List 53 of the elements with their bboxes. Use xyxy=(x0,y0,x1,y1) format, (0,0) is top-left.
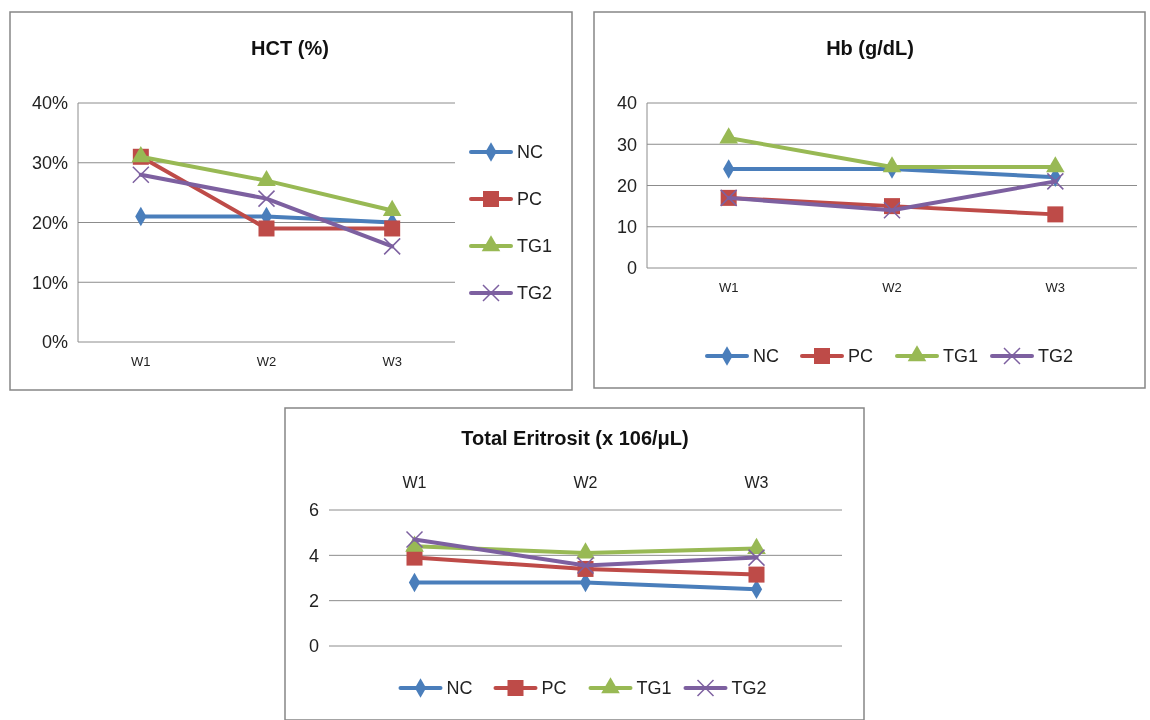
chart-title: Hb (g/dL) xyxy=(826,37,914,59)
legend-label: NC xyxy=(446,678,473,699)
legend-label: TG1 xyxy=(517,236,553,257)
point xyxy=(405,530,424,549)
legend-label: TG1 xyxy=(636,678,672,699)
point xyxy=(1046,156,1065,173)
legend-label: TG2 xyxy=(517,283,553,304)
x-tick-label: W2 xyxy=(256,354,277,369)
y-tick-label: 0% xyxy=(41,332,68,353)
point xyxy=(883,201,901,219)
y-tick-label: 0 xyxy=(626,258,637,279)
y-tick-label: 2 xyxy=(308,590,319,611)
legend-label: TG2 xyxy=(731,678,767,699)
x-tick-label: W1 xyxy=(131,354,151,369)
y-tick-label: 40 xyxy=(616,93,637,114)
x-tick-label: W1 xyxy=(718,280,739,295)
chart-title: Total Eritrosit (x 106/μL) xyxy=(461,427,689,449)
legend-label: NC xyxy=(753,346,779,367)
x-tick-label: W3 xyxy=(744,474,769,491)
legend-label: PC xyxy=(848,346,874,367)
y-tick-label: 10 xyxy=(616,217,637,238)
x-tick-label: W1 xyxy=(402,474,427,491)
point xyxy=(383,237,401,256)
legend-label: NC xyxy=(517,142,543,163)
point xyxy=(882,156,902,173)
y-tick-label: 30 xyxy=(616,134,637,155)
point xyxy=(747,548,766,567)
x-tick-label: W2 xyxy=(882,280,902,295)
point xyxy=(719,127,738,144)
point xyxy=(257,189,276,208)
x-tick-label: W3 xyxy=(382,354,402,369)
point xyxy=(1047,206,1064,223)
y-tick-label: 40% xyxy=(31,93,68,114)
legend-label: PC xyxy=(517,189,543,210)
y-tick-label: 0 xyxy=(308,636,319,657)
point xyxy=(1046,172,1065,191)
chart-title: HCT (%) xyxy=(251,37,329,59)
point xyxy=(384,220,401,237)
legend-label: TG1 xyxy=(943,346,979,367)
legend-label: TG2 xyxy=(1038,346,1074,367)
x-tick-label: W2 xyxy=(573,474,598,491)
y-tick-label: 6 xyxy=(308,500,319,521)
point xyxy=(748,566,765,583)
point xyxy=(576,556,595,575)
point xyxy=(132,165,150,184)
y-tick-label: 20% xyxy=(31,212,68,233)
y-tick-label: 20 xyxy=(616,175,637,196)
y-tick-label: 30% xyxy=(31,153,68,174)
legend-label: PC xyxy=(541,678,567,699)
y-tick-label: 10% xyxy=(31,272,68,293)
point xyxy=(258,220,275,237)
x-tick-label: W3 xyxy=(1045,280,1066,295)
y-tick-label: 4 xyxy=(308,545,319,566)
